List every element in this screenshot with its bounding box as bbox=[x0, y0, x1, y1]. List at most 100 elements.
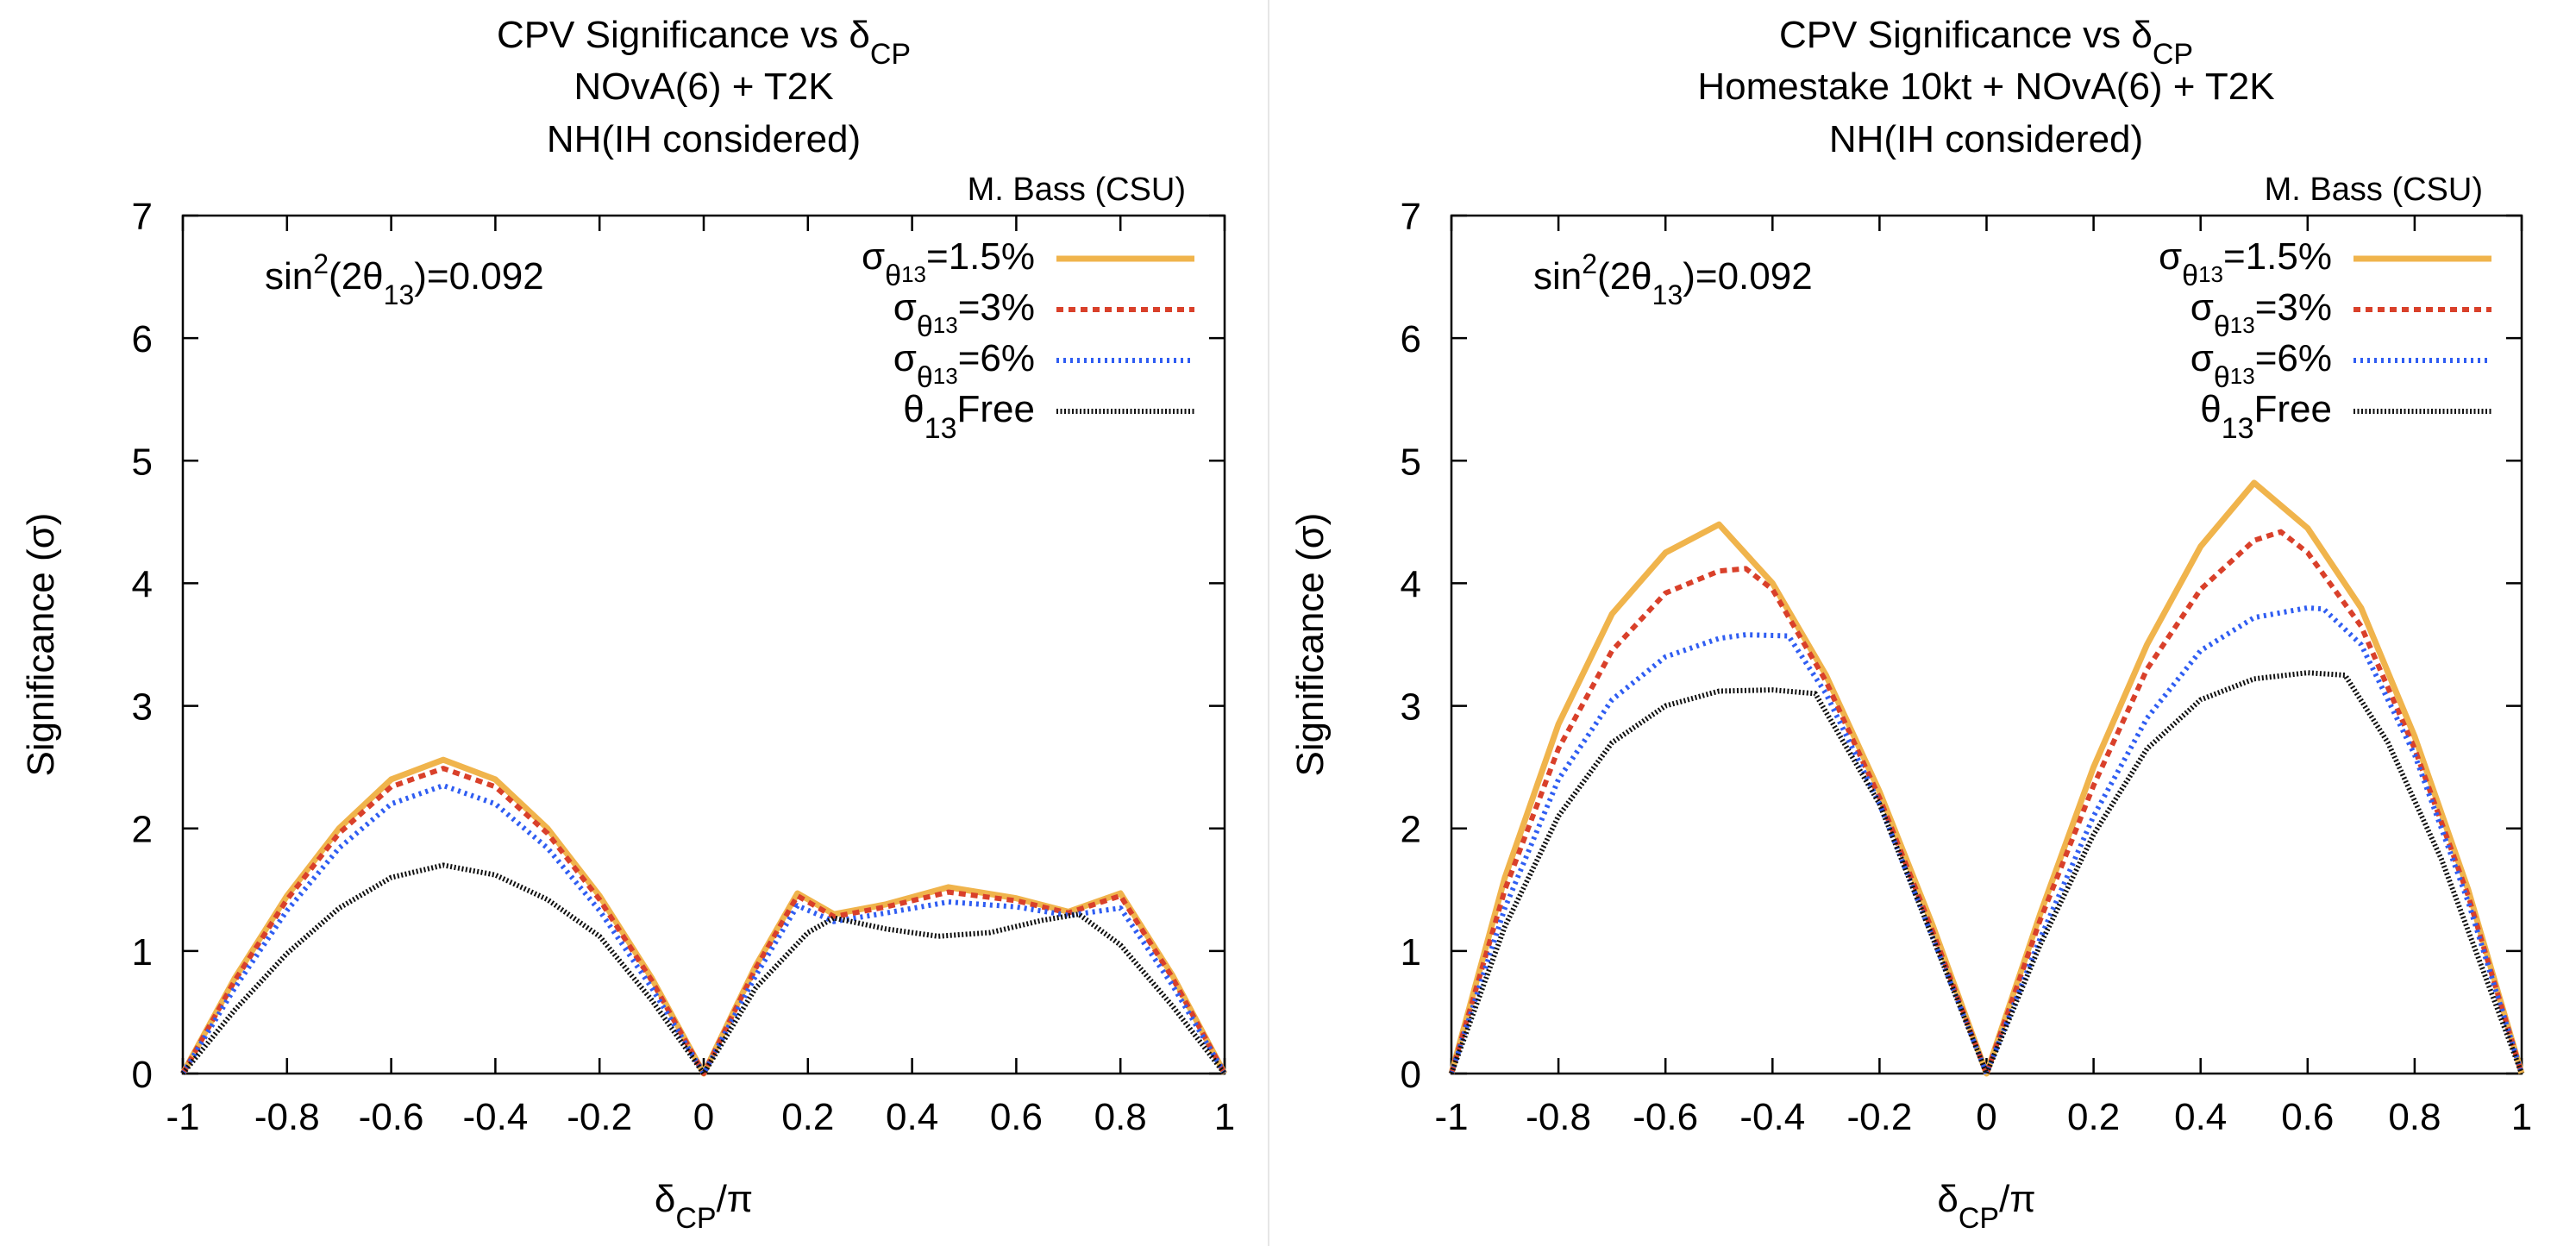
theta13-annotation: sin2(2θ13)=0.092 bbox=[265, 248, 544, 310]
legend-symbol: σ bbox=[862, 235, 885, 278]
legend-subsubscript: 13 bbox=[933, 312, 958, 338]
x-tick-label: -0.2 bbox=[567, 1096, 632, 1138]
y-tick-label: 0 bbox=[132, 1054, 153, 1096]
legend-subsubscript: 13 bbox=[2230, 312, 2255, 338]
legend-label-0: σθ13=1.5% bbox=[2159, 235, 2332, 292]
legend-subsubscript: 13 bbox=[2230, 363, 2255, 389]
x-tick-label: -0.6 bbox=[1633, 1096, 1698, 1138]
y-tick-label-text: 0 bbox=[1401, 1054, 1421, 1096]
annotation-mid: (2θ bbox=[329, 255, 384, 297]
legend-suffix: Free bbox=[957, 388, 1035, 430]
y-tick-label: 2 bbox=[132, 809, 153, 851]
x-tick-label-text: -0.6 bbox=[1633, 1096, 1698, 1138]
y-tick-label: 5 bbox=[1401, 441, 1421, 483]
x-tick-label-text: 0.4 bbox=[2174, 1096, 2227, 1138]
chart-title-line1: CPV Significance vs δCP bbox=[497, 14, 911, 71]
x-tick-label: -0.4 bbox=[462, 1096, 528, 1138]
legend-symbol: σ bbox=[2159, 235, 2182, 278]
x-tick-label-text: 0 bbox=[1976, 1096, 1996, 1138]
x-tick-label: 0.8 bbox=[2388, 1096, 2441, 1138]
x-tick-label-text: -1 bbox=[166, 1096, 199, 1138]
y-tick-label-text: 5 bbox=[132, 441, 153, 483]
x-tick-label: -0.8 bbox=[254, 1096, 320, 1138]
theta13-annotation: sin2(2θ13)=0.092 bbox=[1533, 248, 1813, 310]
x-tick-label-text: 0 bbox=[693, 1096, 714, 1138]
annotation-subscript: 13 bbox=[1652, 279, 1683, 310]
x-axis-label-symbol: δ bbox=[1937, 1178, 1959, 1220]
y-tick-label-text: 6 bbox=[1401, 318, 1421, 360]
series-line-2 bbox=[180, 783, 1227, 1076]
annotation-mid: (2θ bbox=[1597, 255, 1652, 297]
x-tick-label: 0 bbox=[1976, 1096, 1996, 1138]
x-tick-label-text: -0.2 bbox=[567, 1096, 632, 1138]
chart-title-line3-text: NH(IH considered) bbox=[547, 118, 861, 160]
y-axis-label: Significance (σ) bbox=[20, 513, 62, 777]
x-tick-label-text: 1 bbox=[1214, 1096, 1235, 1138]
x-tick-label-text: -0.6 bbox=[359, 1096, 424, 1138]
legend-subscript: θ bbox=[885, 260, 901, 292]
y-tick-label-text: 4 bbox=[1401, 563, 1421, 605]
x-tick-label-text: 1 bbox=[2511, 1096, 2532, 1138]
x-tick-label-text: 0.2 bbox=[781, 1096, 834, 1138]
x-tick-label-text: -0.2 bbox=[1846, 1096, 1912, 1138]
x-tick-label-text: 0.4 bbox=[886, 1096, 938, 1138]
y-tick-label: 0 bbox=[1401, 1054, 1421, 1096]
credit-label: M. Bass (CSU) bbox=[2265, 172, 2483, 208]
y-tick-label-text: 3 bbox=[132, 686, 153, 729]
x-tick-label: -0.6 bbox=[359, 1096, 424, 1138]
y-axis-label-close: ) bbox=[20, 513, 62, 526]
plot-frame bbox=[181, 214, 1226, 1075]
x-tick-label: 0.2 bbox=[781, 1096, 834, 1138]
x-tick-label-text: 0.6 bbox=[990, 1096, 1043, 1138]
y-tick-label-text: 4 bbox=[132, 563, 153, 605]
legend-subscript: θ bbox=[2214, 310, 2230, 343]
y-tick-label: 4 bbox=[1401, 563, 1421, 605]
y-tick-label: 4 bbox=[132, 563, 153, 605]
x-tick-label-text: -0.8 bbox=[254, 1096, 320, 1138]
legend-subsubscript: 13 bbox=[2198, 261, 2223, 287]
y-tick-label: 6 bbox=[1401, 318, 1421, 360]
annotation-suffix: )=0.092 bbox=[414, 255, 543, 297]
x-tick-label: 0.4 bbox=[2174, 1096, 2227, 1138]
x-tick-label-text: 0.8 bbox=[2388, 1096, 2441, 1138]
legend-suffix: =3% bbox=[958, 286, 1035, 329]
y-tick-label-text: 6 bbox=[132, 318, 153, 360]
x-tick-label-text: -0.8 bbox=[1526, 1096, 1591, 1138]
y-tick-label-text: 2 bbox=[1401, 809, 1421, 851]
series-line-3 bbox=[180, 862, 1227, 1076]
x-axis-label-symbol: δ bbox=[655, 1178, 676, 1220]
legend-subscript: θ bbox=[2182, 260, 2198, 292]
legend-suffix: Free bbox=[2254, 388, 2332, 430]
y-tick-label-text: 7 bbox=[1401, 196, 1421, 238]
x-tick-label-text: 0.6 bbox=[2281, 1096, 2334, 1138]
y-tick-label: 2 bbox=[1401, 809, 1421, 851]
annotation-superscript: 2 bbox=[1582, 248, 1597, 279]
x-axis-label: δCP/π bbox=[655, 1178, 753, 1235]
y-axis-label-sigma: σ bbox=[1289, 525, 1332, 548]
legend-label-2: σθ13=6% bbox=[893, 337, 1035, 394]
y-tick-label-text: 1 bbox=[132, 931, 153, 974]
y-tick-label: 5 bbox=[132, 441, 153, 483]
x-axis-label-subscript: CP bbox=[675, 1202, 716, 1235]
credit-text: M. Bass (CSU) bbox=[968, 172, 1186, 208]
y-axis-label-sigma: σ bbox=[20, 525, 62, 548]
series-line-2 bbox=[1449, 604, 2524, 1076]
x-tick-label: 0.8 bbox=[1094, 1096, 1147, 1138]
chart-title-line3: NH(IH considered) bbox=[1829, 118, 2143, 160]
y-tick-label-text: 0 bbox=[132, 1054, 153, 1096]
x-tick-label: 0 bbox=[693, 1096, 714, 1138]
annotation-sin: sin bbox=[1533, 255, 1582, 297]
x-tick-label-text: -0.4 bbox=[1739, 1096, 1805, 1138]
x-tick-label: -0.2 bbox=[1846, 1096, 1912, 1138]
y-tick-label: 3 bbox=[132, 686, 153, 729]
chart-title-subscript: CP bbox=[870, 38, 911, 71]
legend-suffix: =6% bbox=[958, 337, 1035, 379]
series-line-0 bbox=[1448, 479, 2525, 1077]
legend-symbol: σ bbox=[893, 286, 917, 329]
legend-subscript: θ bbox=[2214, 361, 2230, 394]
y-axis-label: Significance (σ) bbox=[1289, 513, 1332, 777]
y-tick-label-text: 2 bbox=[132, 809, 153, 851]
legend-subscript: 13 bbox=[2222, 412, 2254, 445]
x-tick-label-text: 0.2 bbox=[2067, 1096, 2120, 1138]
